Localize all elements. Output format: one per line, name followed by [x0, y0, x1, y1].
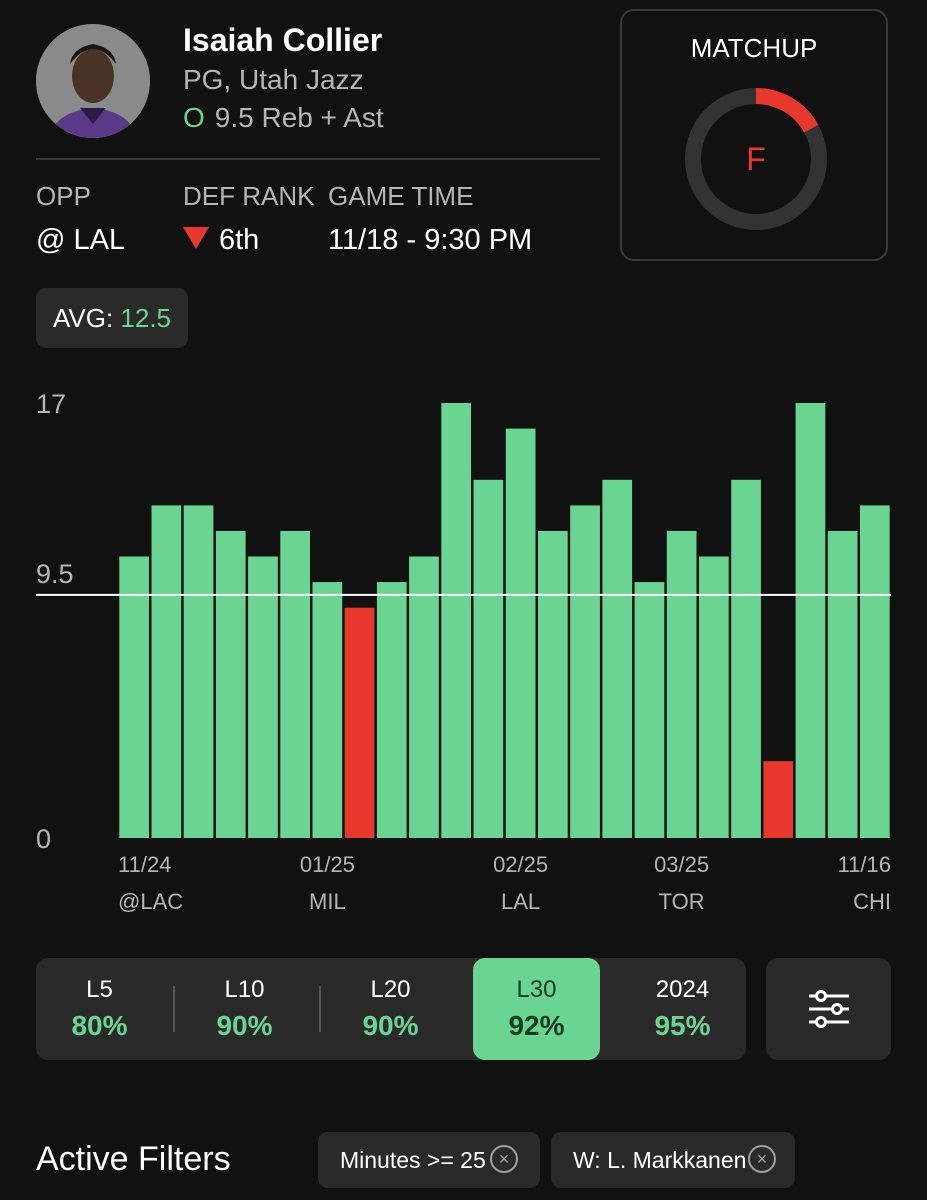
x-tick-date: 03/25: [654, 852, 709, 877]
chart-bar[interactable]: [280, 530, 310, 838]
chart-bar[interactable]: [312, 582, 343, 838]
opp-label: OPP: [36, 181, 91, 211]
chart-bar[interactable]: [344, 607, 375, 838]
sliders-icon: [809, 990, 849, 1028]
player-photo: [36, 24, 150, 138]
filter-settings-button[interactable]: [766, 958, 891, 1060]
x-tick-opponent: CHI: [853, 889, 891, 914]
chart-bar[interactable]: [441, 403, 471, 838]
tab-l5[interactable]: L5 80%: [36, 958, 163, 1060]
matchup-grade: F: [746, 141, 766, 177]
y-tick-label: 0: [36, 824, 51, 854]
tab-percentage: 80%: [71, 1010, 128, 1041]
chart-bar[interactable]: [699, 556, 729, 839]
matchup-title: MATCHUP: [690, 33, 818, 63]
chart-bar[interactable]: [763, 761, 794, 838]
tab-percentage: 92%: [508, 1010, 565, 1041]
y-tick-label: 9.5: [36, 559, 74, 589]
chart-bar[interactable]: [119, 556, 149, 839]
def-rank-value: 6th: [219, 224, 260, 256]
chart-bar[interactable]: [376, 582, 407, 838]
tab-percentage: 95%: [654, 1010, 711, 1041]
filter-chip-label: W: L. Markkanen: [573, 1147, 747, 1173]
filter-chip-with-player[interactable]: W: L. Markkanen ×: [551, 1132, 795, 1188]
x-tick-opponent: @LAC: [118, 889, 183, 914]
chart-bar[interactable]: [183, 505, 214, 838]
chart-bar[interactable]: [248, 556, 278, 839]
game-time-value: 11/18 - 9:30 PM: [328, 224, 533, 256]
chart-bar[interactable]: [634, 582, 665, 838]
chart-bar[interactable]: [731, 479, 761, 838]
matchup-ring: F: [685, 88, 827, 230]
tab-l20[interactable]: L20 90%: [327, 958, 454, 1060]
chart-bar[interactable]: [827, 530, 858, 838]
chart-bar[interactable]: [795, 403, 826, 838]
opp-value: @ LAL: [36, 224, 126, 256]
average-value: 12.5: [120, 303, 172, 333]
average-pill: AVG: 12.5: [36, 288, 188, 348]
chart-bar[interactable]: [538, 530, 568, 838]
tab-label: L5: [86, 976, 113, 1003]
chart-bar[interactable]: [151, 505, 182, 838]
chart-bar[interactable]: [666, 530, 697, 838]
tab-percentage: 90%: [216, 1010, 273, 1041]
header-divider: [36, 158, 600, 160]
chart-bar[interactable]: [570, 505, 600, 838]
prop-line-text: 9.5 Reb + Ast: [214, 102, 384, 133]
tab-l30[interactable]: L30 92%: [473, 958, 600, 1060]
tab-percentage: 90%: [362, 1010, 419, 1041]
game-time-label: GAME TIME: [328, 181, 474, 211]
active-filters-title: Active Filters: [36, 1140, 231, 1178]
range-tabs: L5 80% L10 90% L20 90% L30 92% 2024 95%: [36, 958, 746, 1060]
matchup-card[interactable]: MATCHUP F: [620, 9, 888, 261]
tab-2024[interactable]: 2024 95%: [619, 958, 746, 1060]
close-icon[interactable]: ×: [490, 1145, 518, 1173]
chart-bar[interactable]: [505, 428, 536, 838]
chart-bar[interactable]: [602, 479, 633, 838]
over-marker: O: [183, 102, 205, 133]
filter-chip-label: Minutes >= 25: [340, 1147, 486, 1173]
game-log-chart: 17 9.5 0 11/24 @LAC 01/25 MIL 02/25 LAL 03/25 TOR 1…: [36, 389, 891, 914]
player-name: Isaiah Collier: [183, 22, 383, 58]
x-tick-date: 01/25: [300, 852, 355, 877]
x-tick-date: 11/16: [838, 852, 891, 877]
close-icon[interactable]: ×: [748, 1145, 776, 1173]
chart-bar[interactable]: [215, 530, 246, 838]
def-rank: 6th: [183, 224, 259, 257]
prop-line: O 9.5 Reb + Ast: [183, 102, 384, 134]
tab-separator: [173, 986, 175, 1032]
tab-l10[interactable]: L10 90%: [181, 958, 308, 1060]
average-label: AVG:: [52, 303, 114, 333]
down-triangle-icon: [183, 227, 209, 250]
chart-bar[interactable]: [409, 556, 439, 839]
x-tick-date: 11/24: [118, 852, 171, 877]
player-position-team: PG, Utah Jazz: [183, 64, 364, 95]
x-tick-opponent: LAL: [501, 889, 540, 914]
y-tick-label: 17: [36, 389, 66, 419]
tab-label: L30: [516, 976, 557, 1003]
tab-label: 2024: [655, 976, 710, 1003]
x-tick-date: 02/25: [493, 852, 548, 877]
def-rank-label: DEF RANK: [183, 181, 315, 211]
chart-bar[interactable]: [860, 505, 890, 838]
tab-label: L20: [370, 976, 411, 1003]
tab-label: L10: [224, 976, 265, 1003]
matchup-ring-fill: [685, 88, 827, 230]
tab-separator: [319, 986, 321, 1032]
x-tick-opponent: TOR: [659, 889, 705, 914]
filter-chip-minutes[interactable]: Minutes >= 25 ×: [318, 1132, 540, 1188]
player-avatar: [36, 24, 150, 138]
x-tick-opponent: MIL: [309, 889, 346, 914]
chart-bar[interactable]: [473, 479, 504, 838]
